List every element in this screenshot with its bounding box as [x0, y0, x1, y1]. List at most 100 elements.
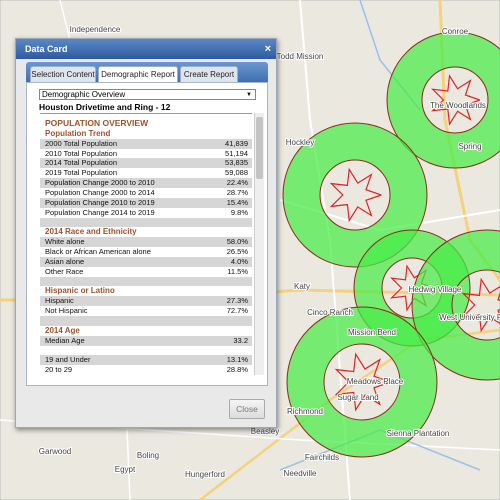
group-heading: 2014 Age: [45, 325, 80, 335]
data-row: Population Change 2000 to 2014 28.7%: [40, 188, 252, 198]
row-value: 53,835: [225, 158, 248, 168]
row-value: 13.1%: [226, 355, 248, 365]
row-value: 33.2: [233, 335, 248, 345]
blank-row: [40, 276, 252, 287]
report-dropdown[interactable]: Demographic Overview ▼: [39, 89, 256, 100]
data-row: 2019 Total Population 59,088: [40, 168, 252, 178]
tab-bar: Selection Content Demographic Report Cre…: [26, 62, 268, 82]
row-label: 2010 Total Population: [45, 148, 118, 158]
place-label: Todd Mission: [277, 52, 324, 61]
tab-active[interactable]: Demographic Report: [98, 66, 178, 82]
group-heading: Hispanic or Latino: [45, 286, 115, 296]
report-title: Houston Drivetime and Ring - 12: [39, 102, 171, 112]
row-value: 27.3%: [226, 296, 248, 306]
ring: [286, 306, 438, 458]
place-label: Egypt: [115, 465, 136, 474]
close-button[interactable]: Close: [229, 399, 265, 419]
row-value: 59,088: [225, 168, 248, 178]
place-label: Garwood: [39, 447, 71, 456]
row-label: Asian alone: [45, 256, 85, 266]
row-label: Other Race: [45, 266, 84, 276]
blank-row: [40, 316, 252, 326]
place-label: West University Place: [439, 313, 500, 322]
dialog-title: Data Card: [16, 39, 276, 59]
group-heading: Population Trend: [45, 128, 111, 138]
data-row: Asian alone 4.0%: [40, 256, 252, 267]
data-row: Black or African American alone 26.5%: [40, 247, 252, 257]
data-row: Hispanic 27.3%: [40, 296, 252, 307]
place-label: Sienna Plantation: [387, 429, 450, 438]
row-value: 72.7%: [226, 306, 248, 316]
data-row: 2014 Total Population 53,835: [40, 158, 252, 169]
data-row: 2000 Total Population 41,839: [40, 138, 252, 149]
dropdown-text: Demographic Overview: [42, 90, 126, 99]
drivetime-area: [431, 74, 480, 126]
drivetime-area: [329, 167, 382, 223]
group-heading: 2014 Race and Ethnicity: [45, 227, 137, 237]
place-label: Meadows Place: [347, 377, 404, 386]
place-label: Sugar Land: [337, 393, 378, 402]
row-label: Population Change 2010 to 2019: [45, 197, 155, 207]
report-table: POPULATION OVERVIEW Population Trend 2000 …: [40, 113, 252, 376]
row-label: Not Hispanic: [45, 306, 88, 316]
blank-row: [40, 217, 252, 228]
data-row: White alone 58.0%: [40, 237, 252, 248]
place-label: Cinco Ranch: [307, 308, 353, 317]
scroll-thumb[interactable]: [256, 117, 263, 179]
place-label: Conroe: [442, 27, 469, 36]
tab[interactable]: Selection Content: [30, 66, 96, 82]
data-card-dialog: Data Card × Selection Content Demographi…: [15, 38, 277, 428]
place-label: Mission Bend: [348, 328, 396, 337]
row-value: 41,839: [225, 138, 248, 148]
row-label: 19 and Under: [45, 355, 91, 365]
ring: [386, 31, 500, 169]
place-label: Hedwig Village: [409, 285, 462, 294]
report-panel: Demographic Overview ▼ Houston Drivetime …: [26, 82, 268, 386]
place-label: Hockley: [286, 138, 314, 147]
row-label: 2000 Total Population: [45, 138, 118, 148]
row-label: Black or African American alone: [45, 247, 151, 257]
row-label: Population Change 2000 to 2014: [45, 187, 155, 197]
place-label: Needville: [284, 469, 317, 478]
place-label: The Woodlands: [430, 101, 486, 110]
group-heading-row: 2014 Race and Ethnicity: [40, 227, 252, 237]
scrollbar[interactable]: [254, 113, 264, 375]
row-value: 26.5%: [226, 247, 248, 257]
dropdown-arrow: ▼: [246, 92, 252, 98]
data-row: Median Age 33.2: [40, 335, 252, 346]
drivetime-area: [461, 277, 500, 333]
data-row: 20 to 29 28.8%: [40, 365, 252, 375]
place-label: Katy: [294, 282, 310, 291]
place-label: Boling: [137, 451, 159, 460]
place-label: Fairchilds: [305, 453, 339, 462]
row-value: 58.0%: [226, 237, 248, 247]
row-label: Population Change 2014 to 2019: [45, 207, 155, 217]
data-row: Other Race 11.5%: [40, 267, 252, 277]
blank-row: [40, 346, 252, 356]
ring: [411, 229, 500, 381]
row-value: 4.0%: [230, 256, 248, 266]
row-value: 51,194: [225, 148, 248, 158]
group-heading-row: Hispanic or Latino: [40, 286, 252, 296]
row-label: 20 to 29: [45, 365, 73, 375]
trade-areas[interactable]: [282, 31, 500, 458]
row-value: 9.8%: [230, 207, 248, 217]
group-heading-row: 2014 Age: [40, 326, 252, 336]
place-label: Beasley: [251, 427, 279, 436]
section-row: POPULATION OVERVIEW: [40, 118, 252, 129]
close-icon[interactable]: ×: [264, 43, 271, 55]
data-row: 2010 Total Population 51,194: [40, 149, 252, 159]
data-row: Population Change 2010 to 2019 15.4%: [40, 197, 252, 208]
data-row: Not Hispanic 72.7%: [40, 306, 252, 316]
row-label: White alone: [45, 237, 85, 247]
place-label: Spring: [458, 142, 481, 151]
data-row: Population Change 2014 to 2019 9.8%: [40, 208, 252, 218]
row-label: 2019 Total Population: [45, 168, 118, 178]
group-heading-row: Population Trend: [40, 129, 252, 139]
row-value: 11.5%: [227, 266, 248, 276]
tab[interactable]: Create Report: [180, 66, 238, 82]
place-label: Richmond: [287, 407, 323, 416]
place-label: Independence: [70, 25, 121, 34]
row-value: 28.8%: [226, 365, 248, 375]
